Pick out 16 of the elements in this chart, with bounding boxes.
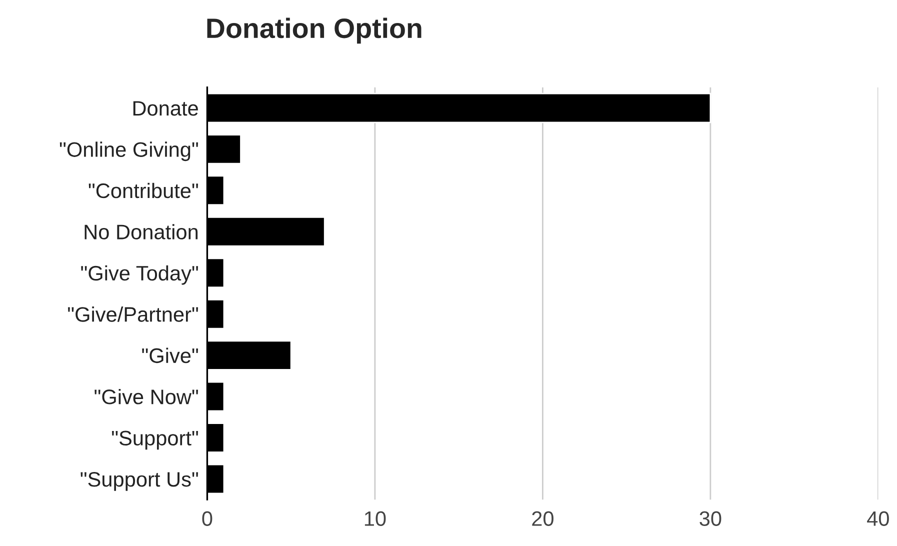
x-tick-label: 30: [700, 511, 722, 526]
y-tick-label: "Give Today": [81, 265, 198, 285]
y-tick-label: "Support": [112, 430, 198, 450]
y-tick-label: "Give/Partner": [68, 306, 198, 322]
y-tick-label: Donate: [133, 101, 198, 116]
y-tick-label: "Give": [142, 348, 198, 364]
y-tick-label: "Contribute": [88, 182, 198, 198]
y-tick-label: "Give Now": [94, 388, 198, 404]
chart-title: Donation Option: [207, 18, 422, 44]
y-tick-label: "Support Us": [80, 472, 198, 491]
x-tick-label: 10: [364, 511, 386, 526]
x-tick-label: 20: [532, 511, 554, 526]
y-tick-label: "Online Giving": [60, 142, 198, 162]
y-tick-label: No Donation: [84, 224, 198, 240]
x-tick-label: 40: [867, 511, 889, 526]
x-tick-label: 0: [202, 511, 212, 526]
